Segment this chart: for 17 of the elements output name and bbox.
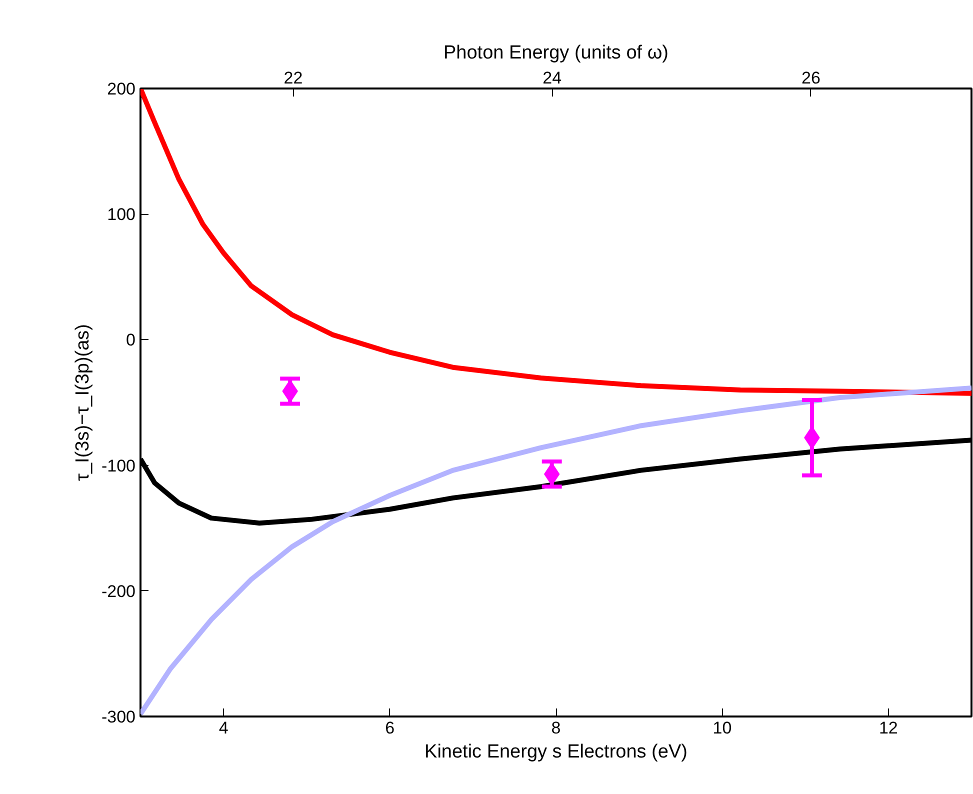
x2-tick-label: 26 (802, 68, 820, 88)
x-tick-label: 10 (712, 718, 732, 738)
y-tick-label: -300 (101, 708, 136, 726)
x2-axis-title: Photon Energy (units of ω) (444, 42, 669, 64)
y-tick-label: 100 (107, 205, 136, 224)
x-axis-title: Kinetic Energy s Electrons (eV) (424, 742, 688, 762)
x-tick-label: 6 (385, 718, 395, 738)
y-tick-label: -100 (101, 456, 136, 476)
y-axis-title: τ_I(3s)−τ_I(3p)(as) (72, 324, 94, 482)
x-tick-label: 8 (551, 718, 561, 738)
y-tick-label: 0 (126, 330, 136, 350)
y-tick-label: -200 (101, 582, 136, 601)
x-tick-label: 12 (878, 718, 898, 738)
x2-tick-label: 22 (284, 68, 303, 88)
y-tick-label: 200 (107, 80, 136, 98)
x2-tick-label: 24 (542, 68, 562, 88)
x-tick-label: 4 (218, 718, 228, 738)
